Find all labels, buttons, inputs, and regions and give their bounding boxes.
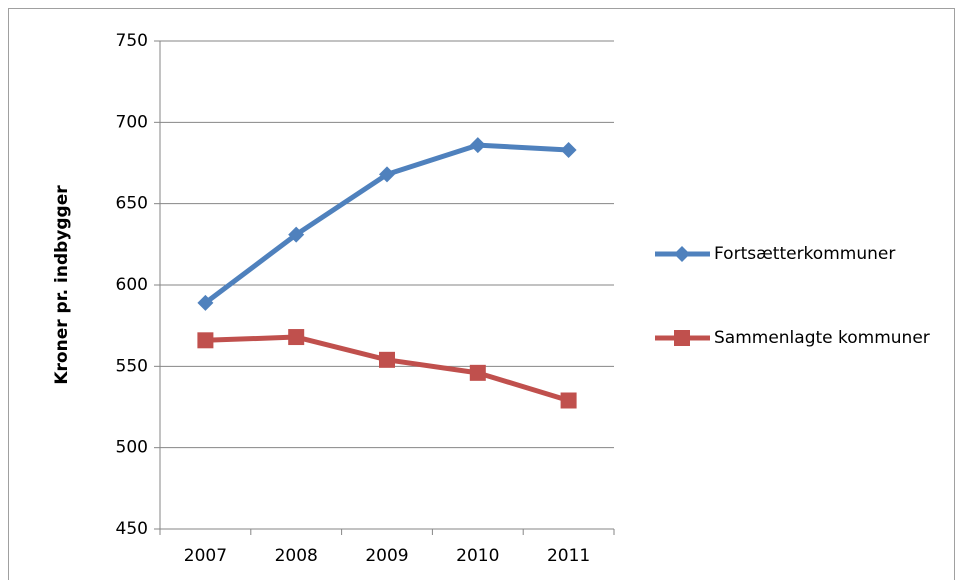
legend-label: Sammenlagte kommuner [714,328,930,348]
data-point [469,364,486,381]
x-tick-label: 2007 [184,546,227,566]
data-point [197,294,214,311]
legend-marker [674,246,690,262]
x-tick-label: 2008 [275,546,318,566]
x-tick-label: 2010 [456,546,499,566]
legend-label: Fortsætterkommuner [714,244,896,264]
data-point [379,166,395,183]
y-tick-label: 650 [116,194,148,214]
y-tick-label: 600 [116,275,148,295]
x-tick-label: 2011 [547,546,590,566]
data-point [469,137,486,154]
y-tick-label: 750 [116,31,148,51]
y-tick-label: 550 [116,356,148,376]
data-point [197,332,214,349]
chart-border [8,8,955,580]
y-axis-label: Kroner pr. indbygger [52,185,72,385]
data-point [560,141,577,158]
series-line [205,334,570,403]
y-tick-label: 500 [116,438,148,458]
x-tick-label: 2009 [365,546,408,566]
data-point [560,392,577,409]
data-point [379,351,395,368]
y-tick-label: 700 [116,112,148,132]
data-point [288,226,305,243]
data-point [288,329,305,346]
y-tick-label: 450 [116,519,148,539]
legend-marker [674,330,690,346]
